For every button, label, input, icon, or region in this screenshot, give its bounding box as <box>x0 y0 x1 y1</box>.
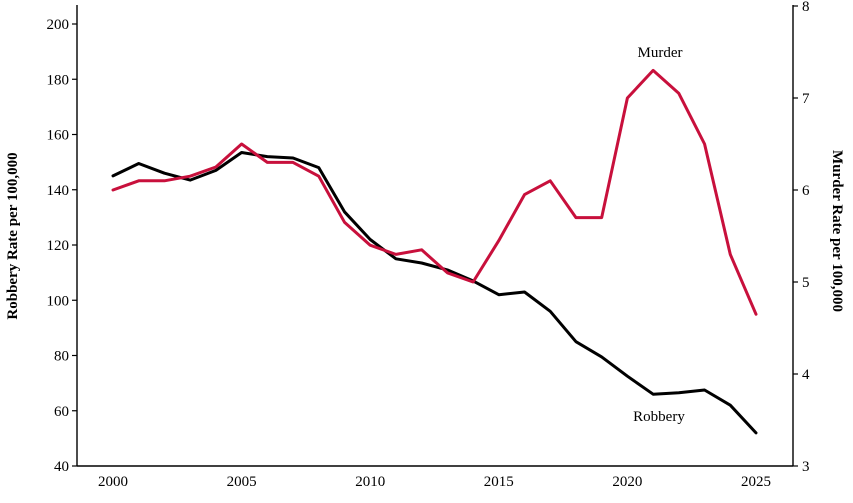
right-tick-label: 5 <box>802 275 810 291</box>
x-tick-label: 2005 <box>227 474 257 490</box>
robbery-label: Robbery <box>633 409 685 425</box>
left-tick-label: 160 <box>47 128 70 144</box>
left-tick-label: 100 <box>47 293 70 309</box>
axes <box>72 5 798 467</box>
right-tick-label: 4 <box>802 367 810 383</box>
x-tick-label: 2010 <box>355 474 385 490</box>
right-tick-label: 7 <box>802 91 810 107</box>
series-annotations: Murder Robbery <box>633 45 685 425</box>
x-tick-label: 2020 <box>612 474 642 490</box>
right-axis-title: Murder Rate per 100,000 <box>829 150 845 312</box>
right-tick-label: 8 <box>802 0 810 15</box>
series-lines <box>111 68 758 435</box>
left-tick-label: 60 <box>54 404 69 420</box>
left-tick-label: 80 <box>54 349 69 365</box>
x-tick-label: 2025 <box>741 474 771 490</box>
tick-labels: 40 60 80 100 120 140 160 180 200 3 4 5 6 7 8 2000 2005 20… <box>47 0 811 490</box>
left-tick-label: 200 <box>47 17 70 33</box>
murder-line <box>111 68 758 316</box>
robbery-line <box>111 151 758 435</box>
left-tick-label: 140 <box>47 183 70 199</box>
left-tick-label: 180 <box>47 72 70 88</box>
right-tick-label: 3 <box>802 459 810 475</box>
x-tick-label: 2015 <box>484 474 514 490</box>
left-axis-title: Robbery Rate per 100,000 <box>5 152 21 319</box>
left-tick-label: 40 <box>54 459 69 475</box>
right-tick-label: 6 <box>802 183 810 199</box>
x-tick-label: 2000 <box>98 474 128 490</box>
left-tick-label: 120 <box>47 238 70 254</box>
murder-label: Murder <box>638 45 683 61</box>
